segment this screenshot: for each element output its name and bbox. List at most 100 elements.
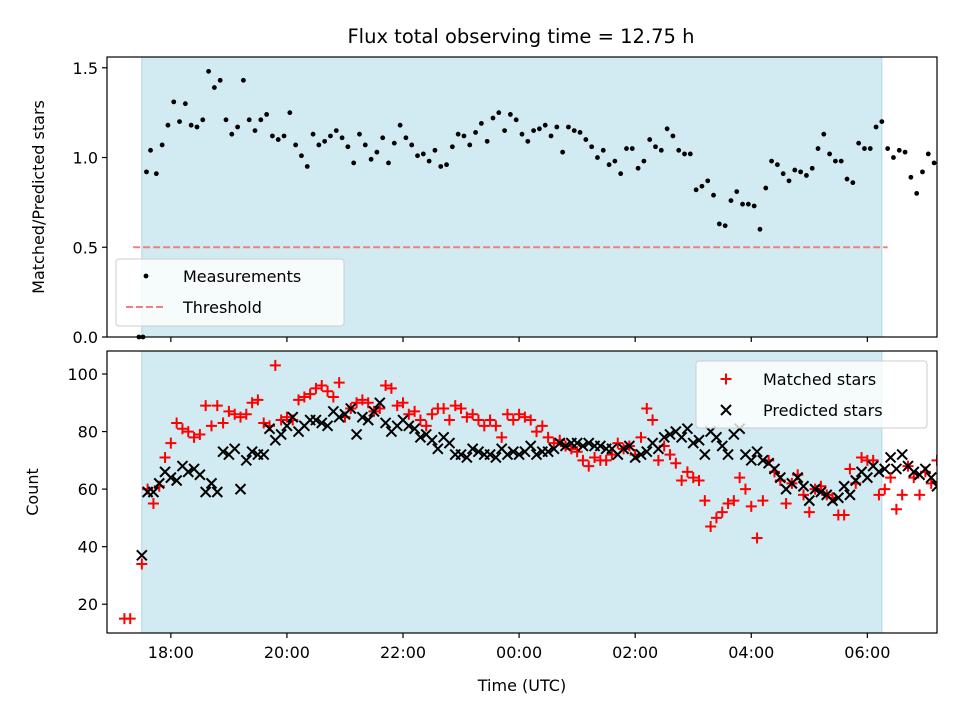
predicted-star-point (165, 471, 177, 484)
measurement-point (144, 169, 149, 175)
time-x-ticks: 18:00 20:00 22:00 00:00 02:00 04:00 06:00 (148, 633, 890, 662)
measurement-point (310, 131, 316, 137)
measurement-point (281, 133, 287, 139)
measurement-point (188, 122, 194, 128)
measurement-point (507, 112, 513, 117)
time-x-axis-label: Time (UTC) (477, 676, 566, 695)
measurement-point (891, 155, 896, 160)
measurement-point (473, 129, 478, 135)
predicted-star-point (199, 486, 212, 498)
predicted-star-point (246, 446, 258, 458)
predicted-star-point (362, 414, 374, 426)
measurement-point (763, 185, 769, 191)
measurement-point (386, 160, 391, 166)
measurement-point (287, 110, 293, 116)
measurement-point (299, 153, 304, 159)
predicted-star-point (211, 486, 223, 498)
matched-star-point (705, 521, 717, 533)
matched-star-point (664, 449, 676, 461)
predicted-star-point (466, 443, 479, 455)
matched-star-point (583, 460, 595, 472)
matched-star-point (124, 613, 136, 625)
matched-star-point (734, 472, 746, 484)
ratio-legend: Measurements Threshold (115, 258, 345, 327)
measurement-point (153, 171, 159, 177)
ratio-y-tick-label: 1.0 (73, 149, 98, 168)
measurement-point (513, 117, 519, 123)
predicted-star-point (554, 437, 566, 449)
measurement-point (368, 156, 374, 162)
measurement-point (449, 144, 455, 150)
matched-star-point (293, 394, 305, 406)
matched-star-point (275, 414, 287, 426)
matched-star-point (681, 466, 693, 478)
matched-star-point (455, 403, 467, 415)
predicted-star-point (524, 440, 537, 452)
measurement-point (432, 147, 438, 153)
matched-star-point (612, 437, 624, 449)
predicted-star-point (472, 446, 485, 458)
measurement-point (769, 158, 774, 164)
predicted-star-point (919, 463, 932, 475)
measurement-point (351, 160, 357, 166)
predicted-star-point (403, 420, 415, 432)
matched-star-point (525, 414, 537, 426)
measurement-point (751, 203, 757, 209)
measurement-point (711, 192, 716, 198)
ratio-y-tick-label: 0.0 (73, 328, 98, 347)
matched-star-point (449, 400, 461, 412)
matched-star-point (501, 408, 513, 420)
ratio-y-axis-label: Matched/Predicted stars (29, 100, 48, 294)
measurement-point (391, 140, 397, 146)
measurement-point (357, 131, 362, 137)
legend-measurements-marker (143, 273, 149, 279)
matched-star-point (693, 474, 705, 486)
predicted-star-point (194, 469, 206, 481)
predicted-star-point (664, 428, 676, 441)
count-y-tick-label: 60 (78, 480, 98, 499)
measurement-point (252, 128, 258, 133)
matched-star-point (496, 431, 508, 443)
matched-star-point (438, 403, 450, 415)
matched-star-point (269, 359, 281, 371)
matched-star-point (182, 426, 194, 438)
measurement-point (867, 146, 873, 151)
matched-star-point (507, 414, 519, 426)
matched-star-point (420, 420, 432, 432)
measurement-point (403, 135, 409, 141)
measurement-point (821, 131, 827, 137)
measurement-point (235, 124, 240, 130)
matched-star-point (751, 532, 763, 544)
legend-measurements-label: Measurements (183, 267, 301, 286)
predicted-star-point (559, 440, 572, 452)
chart-title: Flux total observing time = 12.75 h (347, 25, 694, 48)
measurement-point (444, 162, 449, 168)
ratio-y-ticks: 0.0 0.5 1.0 1.5 (73, 59, 107, 347)
measurement-point (856, 140, 862, 146)
predicted-star-point (217, 446, 229, 458)
predicted-star-point (641, 446, 653, 458)
measurement-point (333, 128, 339, 133)
predicted-star-point (153, 477, 165, 490)
matched-star-point (165, 437, 177, 449)
matched-star-point (327, 391, 339, 403)
time-x-tick-label: 20:00 (264, 643, 310, 662)
measurement-point (304, 164, 310, 169)
predicted-star-point (507, 446, 520, 458)
predicted-star-point (809, 483, 821, 495)
predicted-star-point (287, 411, 299, 423)
matched-star-point (426, 408, 438, 420)
measurement-point (426, 158, 432, 164)
predicted-star-point (368, 405, 380, 418)
predicted-star-point (699, 448, 711, 461)
matched-star-point (159, 451, 171, 463)
measurement-point (618, 171, 624, 177)
matched-star-point (362, 397, 374, 409)
measurement-point (925, 151, 931, 157)
measurement-point (345, 144, 351, 150)
predicted-star-point (751, 446, 763, 458)
count-panel: 20 40 60 80 100 18:00 20:00 22:00 00:00 02:00 04:… (23, 350, 938, 695)
matched-star-point (356, 394, 368, 406)
measurement-point (217, 77, 223, 83)
predicted-star-point (571, 437, 583, 449)
